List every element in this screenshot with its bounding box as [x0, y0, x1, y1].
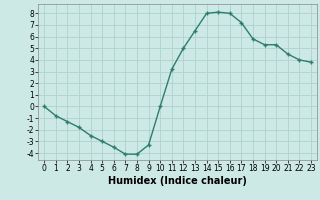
X-axis label: Humidex (Indice chaleur): Humidex (Indice chaleur) — [108, 176, 247, 186]
